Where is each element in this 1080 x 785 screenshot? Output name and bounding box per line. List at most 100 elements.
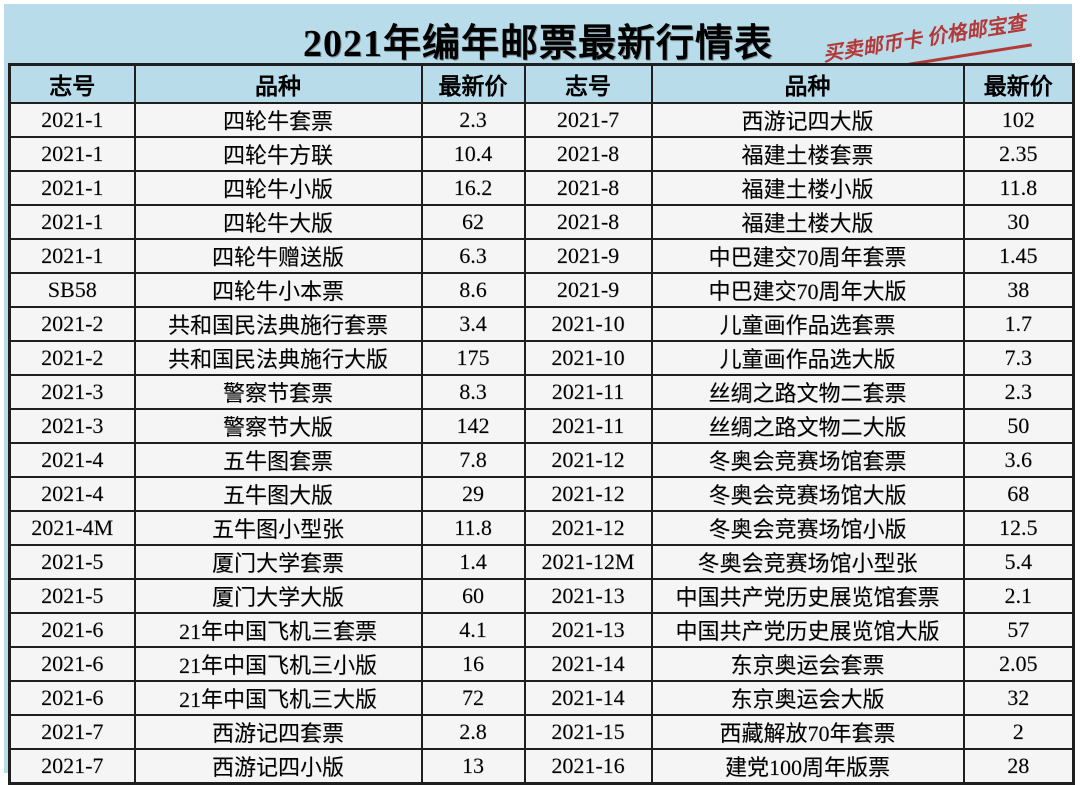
catalog-number-cell-right: 2021-7 [523, 102, 653, 138]
catalog-number-cell-right: 2021-13 [523, 578, 653, 614]
catalog-number-cell-right: 2021-8 [523, 136, 653, 172]
header-latest-price-left: 最新价 [420, 63, 526, 104]
variety-cell-right: 丝绸之路文物二大版 [650, 408, 965, 444]
catalog-number-cell-left: 2021-7 [8, 748, 136, 785]
table-header-row: 志号 品种 最新价 志号 品种 最新价 [8, 63, 1075, 104]
table-row: 2021-1 四轮牛小版 16.2 2021-8 福建土楼小版 11.8 [8, 170, 1075, 206]
table-row: 2021-4 五牛图套票 7.8 2021-12 冬奥会竞赛场馆套票 3.6 [8, 442, 1075, 478]
variety-cell-left: 21年中国飞机三套票 [133, 612, 423, 648]
table-row: 2021-3 警察节大版 142 2021-11 丝绸之路文物二大版 50 [8, 408, 1075, 444]
catalog-number-cell-left: 2021-2 [8, 340, 136, 376]
latest-price-cell-right: 32 [962, 680, 1075, 716]
latest-price-cell-left: 1.4 [420, 544, 526, 580]
latest-price-cell-right: 50 [962, 408, 1075, 444]
variety-cell-left: 共和国民法典施行大版 [133, 340, 423, 376]
table-row: 2021-6 21年中国飞机三大版 72 2021-14 东京奥运会大版 32 [8, 680, 1075, 716]
catalog-number-cell-left: 2021-2 [8, 306, 136, 342]
variety-cell-left: 西游记四套票 [133, 714, 423, 750]
header-latest-price-right: 最新价 [962, 63, 1075, 104]
variety-cell-right: 冬奥会竞赛场馆套票 [650, 442, 965, 478]
variety-cell-right: 儿童画作品选大版 [650, 340, 965, 376]
catalog-number-cell-left: 2021-1 [8, 238, 136, 274]
catalog-number-cell-left: 2021-1 [8, 170, 136, 206]
latest-price-cell-right: 28 [962, 748, 1075, 785]
page-title: 2021年编年邮票最新行情表 [302, 23, 773, 65]
latest-price-cell-left: 175 [420, 340, 526, 376]
latest-price-cell-left: 8.6 [420, 272, 526, 308]
latest-price-cell-left: 62 [420, 204, 526, 240]
table-row: 2021-5 厦门大学大版 60 2021-13 中国共产党历史展览馆套票 2.… [8, 578, 1075, 614]
latest-price-cell-left: 29 [420, 476, 526, 512]
latest-price-cell-right: 2.05 [962, 646, 1075, 682]
catalog-number-cell-right: 2021-13 [523, 612, 653, 648]
catalog-number-cell-right: 2021-16 [523, 748, 653, 785]
latest-price-cell-left: 16 [420, 646, 526, 682]
catalog-number-cell-right: 2021-10 [523, 340, 653, 376]
page-background: 2021年编年邮票最新行情表 买卖邮币卡 价格邮宝查 志号 品种 最新价 志号 … [4, 4, 1075, 785]
variety-cell-left: 四轮牛小本票 [133, 272, 423, 308]
latest-price-cell-left: 8.3 [420, 374, 526, 410]
variety-cell-right: 儿童画作品选套票 [650, 306, 965, 342]
latest-price-cell-right: 1.7 [962, 306, 1075, 342]
latest-price-cell-right: 57 [962, 612, 1075, 648]
latest-price-cell-left: 11.8 [420, 510, 526, 546]
latest-price-cell-right: 3.6 [962, 442, 1075, 478]
catalog-number-cell-left: SB58 [8, 272, 136, 308]
catalog-number-cell-right: 2021-9 [523, 238, 653, 274]
latest-price-cell-left: 10.4 [420, 136, 526, 172]
table-row: 2021-3 警察节套票 8.3 2021-11 丝绸之路文物二套票 2.3 [8, 374, 1075, 410]
variety-cell-right: 建党100周年版票 [650, 748, 965, 785]
variety-cell-right: 中国共产党历史展览馆套票 [650, 578, 965, 614]
variety-cell-left: 五牛图套票 [133, 442, 423, 478]
table-row: 2021-4 五牛图大版 29 2021-12 冬奥会竞赛场馆大版 68 [8, 476, 1075, 512]
latest-price-cell-right: 30 [962, 204, 1075, 240]
variety-cell-left: 四轮牛套票 [133, 102, 423, 138]
latest-price-cell-left: 6.3 [420, 238, 526, 274]
variety-cell-right: 东京奥运会套票 [650, 646, 965, 682]
catalog-number-cell-left: 2021-6 [8, 646, 136, 682]
variety-cell-left: 四轮牛赠送版 [133, 238, 423, 274]
stamp-price-table: 志号 品种 最新价 志号 品种 最新价 2021-1 四轮牛套票 2.3 202… [8, 63, 1075, 785]
catalog-number-cell-left: 2021-1 [8, 136, 136, 172]
catalog-number-cell-right: 2021-14 [523, 680, 653, 716]
latest-price-cell-right: 12.5 [962, 510, 1075, 546]
table-row: 2021-6 21年中国飞机三小版 16 2021-14 东京奥运会套票 2.0… [8, 646, 1075, 682]
table-row: 2021-2 共和国民法典施行套票 3.4 2021-10 儿童画作品选套票 1… [8, 306, 1075, 342]
latest-price-cell-right: 2.35 [962, 136, 1075, 172]
catalog-number-cell-right: 2021-9 [523, 272, 653, 308]
variety-cell-left: 四轮牛小版 [133, 170, 423, 206]
catalog-number-cell-right: 2021-15 [523, 714, 653, 750]
variety-cell-right: 中国共产党历史展览馆大版 [650, 612, 965, 648]
latest-price-cell-right: 1.45 [962, 238, 1075, 274]
catalog-number-cell-left: 2021-3 [8, 408, 136, 444]
variety-cell-right: 福建土楼小版 [650, 170, 965, 206]
catalog-number-cell-right: 2021-12 [523, 510, 653, 546]
catalog-number-cell-right: 2021-12 [523, 476, 653, 512]
variety-cell-right: 福建土楼大版 [650, 204, 965, 240]
catalog-number-cell-right: 2021-11 [523, 374, 653, 410]
variety-cell-left: 厦门大学大版 [133, 578, 423, 614]
header-catalog-number-left: 志号 [8, 63, 136, 104]
catalog-number-cell-right: 2021-12 [523, 442, 653, 478]
variety-cell-left: 厦门大学套票 [133, 544, 423, 580]
latest-price-cell-left: 7.8 [420, 442, 526, 478]
latest-price-cell-left: 13 [420, 748, 526, 785]
table-row: 2021-1 四轮牛套票 2.3 2021-7 西游记四大版 102 [8, 102, 1075, 138]
variety-cell-right: 丝绸之路文物二套票 [650, 374, 965, 410]
catalog-number-cell-right: 2021-11 [523, 408, 653, 444]
table-row: SB58 四轮牛小本票 8.6 2021-9 中巴建交70周年大版 38 [8, 272, 1075, 308]
catalog-number-cell-left: 2021-4 [8, 476, 136, 512]
catalog-number-cell-right: 2021-12M [523, 544, 653, 580]
variety-cell-right: 东京奥运会大版 [650, 680, 965, 716]
catalog-number-cell-left: 2021-7 [8, 714, 136, 750]
variety-cell-left: 西游记四小版 [133, 748, 423, 785]
variety-cell-left: 五牛图大版 [133, 476, 423, 512]
latest-price-cell-right: 2 [962, 714, 1075, 750]
variety-cell-left: 四轮牛方联 [133, 136, 423, 172]
variety-cell-left: 四轮牛大版 [133, 204, 423, 240]
catalog-number-cell-left: 2021-6 [8, 680, 136, 716]
variety-cell-right: 西游记四大版 [650, 102, 965, 138]
latest-price-cell-right: 68 [962, 476, 1075, 512]
catalog-number-cell-right: 2021-14 [523, 646, 653, 682]
table-row: 2021-5 厦门大学套票 1.4 2021-12M 冬奥会竞赛场馆小型张 5.… [8, 544, 1075, 580]
